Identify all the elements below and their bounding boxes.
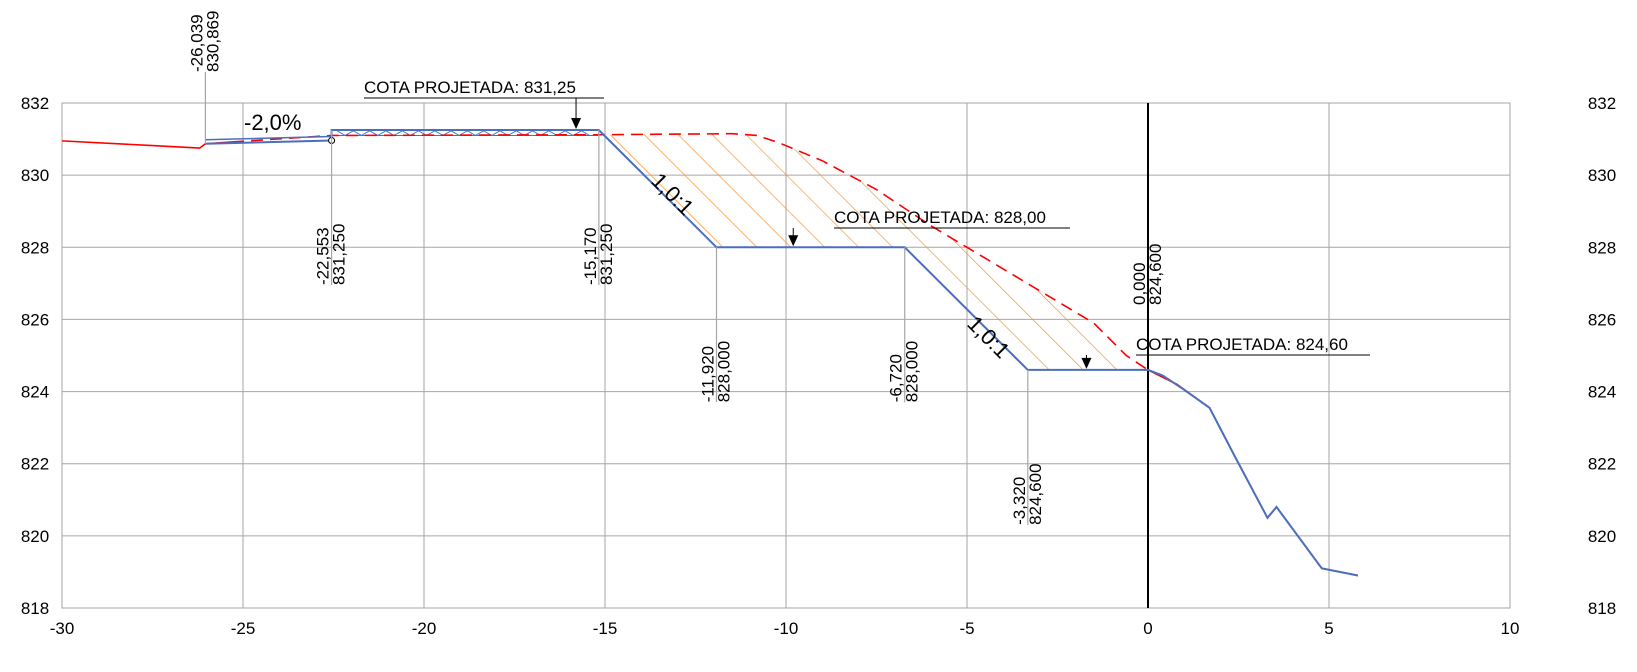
x-tick-label: 10	[1501, 619, 1520, 638]
x-tick-label: -10	[774, 619, 799, 638]
station-label: -15,170	[581, 227, 600, 285]
x-tick-label: -20	[412, 619, 437, 638]
cota-arrow	[1081, 357, 1092, 369]
grade-line	[205, 135, 332, 141]
station-label: -6,720	[887, 354, 906, 402]
axis-ticks: -30 -25 -20 -15 -10 -5 0 5 10 818 818 820 820 822 822 8…	[21, 94, 1616, 638]
y-tick-label-right: 828	[1588, 238, 1616, 257]
elevation-label: 831,250	[330, 224, 349, 285]
elevation-label: 830,869	[203, 11, 222, 72]
cota-label: COTA PROJETADA: 824,60	[1136, 335, 1348, 354]
x-tick-label: -15	[593, 619, 618, 638]
y-tick-label-left: 828	[21, 238, 49, 257]
cut-hatch-area	[331, 129, 1148, 370]
station-label: -11,920	[698, 346, 717, 402]
elevation-label: 831,250	[597, 224, 616, 285]
elevation-label: 824,600	[1026, 463, 1045, 524]
cut-hatch-polygon	[598, 130, 1148, 370]
y-tick-label-right: 830	[1588, 166, 1616, 185]
plot-frame	[61, 102, 1511, 609]
x-tick-label: -25	[231, 619, 256, 638]
y-tick-label-right: 820	[1588, 527, 1616, 546]
series-line-3	[205, 129, 1359, 577]
y-tick-label-left: 832	[21, 94, 49, 113]
series-lines	[61, 129, 1359, 577]
y-tick-label-left: 830	[21, 166, 49, 185]
series-line-2	[1147, 369, 1359, 577]
x-tick-label: 0	[1143, 619, 1152, 638]
cota-label: COTA PROJETADA: 831,25	[364, 78, 576, 97]
y-tick-label-right: 822	[1588, 455, 1616, 474]
y-tick-label-right: 826	[1588, 310, 1616, 329]
y-tick-label-right: 832	[1588, 94, 1616, 113]
y-tick-label-left: 818	[21, 599, 49, 618]
station-label: -22,553	[314, 227, 333, 285]
y-tick-label-left: 822	[21, 455, 49, 474]
cota-label: COTA PROJETADA: 828,00	[834, 208, 1046, 227]
y-tick-label-left: 826	[21, 310, 49, 329]
y-tick-label-left: 820	[21, 527, 49, 546]
elevation-label: 828,000	[903, 341, 922, 402]
elevation-label: 824,600	[1146, 244, 1165, 305]
elevation-label: 828,000	[714, 341, 733, 402]
station-label: -26,039	[187, 14, 206, 72]
x-tick-label: -30	[50, 619, 75, 638]
x-tick-label: -5	[959, 619, 974, 638]
y-tick-label-left: 824	[21, 383, 49, 402]
x-tick-label: 5	[1324, 619, 1333, 638]
cota-arrow	[571, 118, 582, 130]
y-tick-label-right: 824	[1588, 383, 1616, 402]
series-line-1	[232, 132, 1149, 371]
station-label: 0,000	[1130, 262, 1149, 305]
cota-arrow	[788, 235, 799, 247]
grade-label: -2,0%	[244, 110, 301, 135]
platform-zigzag	[336, 130, 590, 137]
y-tick-label-right: 818	[1588, 599, 1616, 618]
station-label: -3,320	[1010, 477, 1029, 525]
annotations: COTA PROJETADA: 831,25 COTA PROJETADA: 82…	[364, 78, 1370, 369]
grid-lines	[61, 102, 1511, 609]
